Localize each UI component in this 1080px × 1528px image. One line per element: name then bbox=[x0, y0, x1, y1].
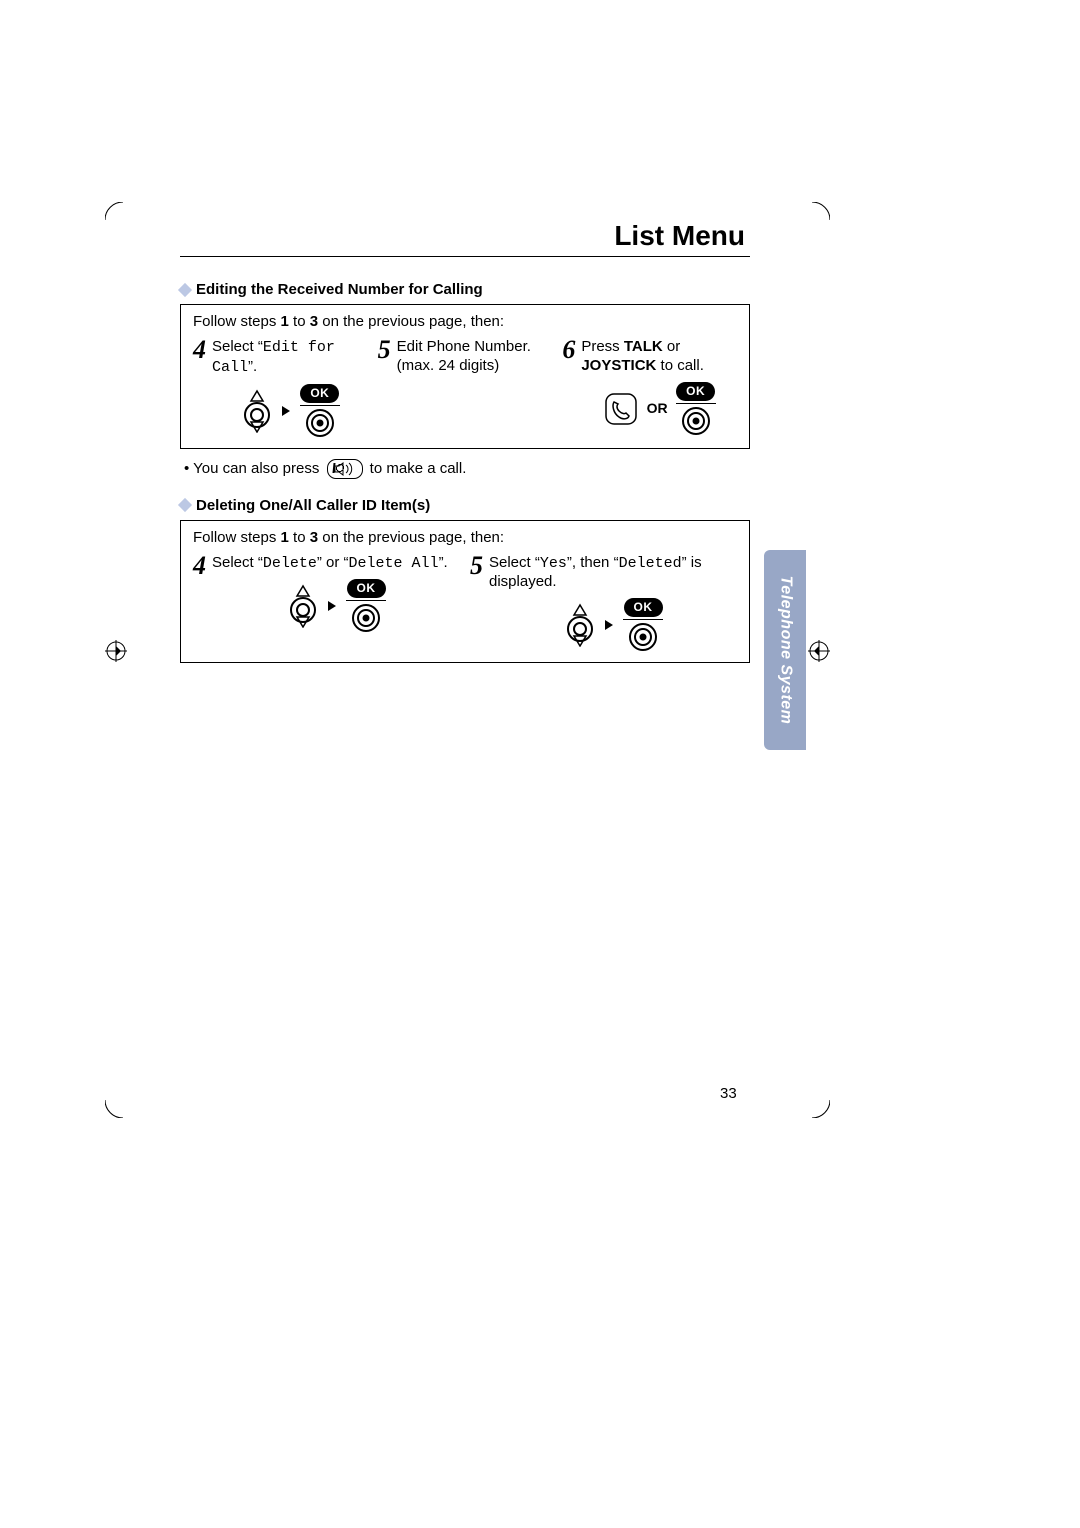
registration-mark-right bbox=[808, 640, 830, 662]
note-line: • You can also press to make a call. bbox=[184, 459, 750, 479]
s2-step4-icons: OK bbox=[212, 579, 460, 633]
step-number: 4 bbox=[193, 554, 206, 653]
step-number: 4 bbox=[193, 338, 206, 438]
section2-box: Follow steps 1 to 3 on the previous page… bbox=[180, 520, 750, 664]
s2-step4: 4 Select “Delete” or “Delete All”. OK bbox=[193, 554, 460, 653]
target-icon bbox=[681, 406, 711, 436]
s1-step4-icons: OK bbox=[212, 384, 368, 438]
ok-button-icon: OK bbox=[346, 579, 386, 633]
crop-mark-bl bbox=[105, 1096, 127, 1118]
target-icon bbox=[305, 408, 335, 438]
joystick-icon bbox=[286, 584, 320, 628]
target-icon bbox=[351, 603, 381, 633]
crop-mark-tr bbox=[808, 202, 830, 224]
page-number: 33 bbox=[720, 1085, 737, 1102]
section2-steps: 4 Select “Delete” or “Delete All”. OK bbox=[193, 554, 737, 653]
diamond-icon bbox=[178, 498, 192, 512]
joystick-icon bbox=[240, 389, 274, 433]
speakerphone-icon bbox=[327, 459, 363, 479]
section1-box: Follow steps 1 to 3 on the previous page… bbox=[180, 304, 750, 449]
title-rule bbox=[180, 256, 750, 257]
s2-step5-icons: OK bbox=[489, 598, 737, 652]
step-number: 5 bbox=[470, 554, 483, 653]
s1-step4: 4 Select “Edit for Call”. OK bbox=[193, 338, 368, 438]
step-body: Select “Delete” or “Delete All”. OK bbox=[212, 554, 460, 653]
crop-mark-br bbox=[808, 1096, 830, 1118]
section1-heading-text: Editing the Received Number for Calling bbox=[196, 281, 483, 298]
side-tab-label: Telephone System bbox=[776, 576, 794, 725]
arrow-icon bbox=[605, 620, 615, 630]
talk-handset-icon bbox=[603, 391, 639, 427]
registration-mark-left bbox=[105, 640, 127, 662]
step-body: Press TALK or JOYSTICK to call. OR OK bbox=[581, 338, 737, 438]
ok-button-icon: OK bbox=[676, 382, 716, 436]
s1-step6: 6 Press TALK or JOYSTICK to call. OR OK bbox=[562, 338, 737, 438]
step-body: Select “Yes”, then “Deleted” is displaye… bbox=[489, 554, 737, 653]
step-number: 5 bbox=[378, 338, 391, 438]
section2-follow: Follow steps 1 to 3 on the previous page… bbox=[193, 529, 737, 546]
page-title: List Menu bbox=[180, 220, 750, 252]
section2-heading: Deleting One/All Caller ID Item(s) bbox=[180, 497, 750, 514]
arrow-icon bbox=[282, 406, 292, 416]
side-tab: Telephone System bbox=[764, 550, 806, 750]
arrow-icon bbox=[328, 601, 338, 611]
joystick-icon bbox=[563, 603, 597, 647]
ok-button-icon: OK bbox=[623, 598, 663, 652]
step-body: Edit Phone Number. (max. 24 digits) bbox=[397, 338, 553, 438]
section2-heading-text: Deleting One/All Caller ID Item(s) bbox=[196, 497, 430, 514]
s1-step5: 5 Edit Phone Number. (max. 24 digits) bbox=[378, 338, 553, 438]
section1-heading: Editing the Received Number for Calling bbox=[180, 281, 750, 298]
step-body: Select “Edit for Call”. OK bbox=[212, 338, 368, 438]
section1-follow: Follow steps 1 to 3 on the previous page… bbox=[193, 313, 737, 330]
s1-step6-icons: OR OK bbox=[581, 382, 737, 436]
page-content: List Menu Editing the Received Number fo… bbox=[180, 220, 750, 673]
step-number: 6 bbox=[562, 338, 575, 438]
crop-mark-tl bbox=[105, 202, 127, 224]
s2-step5: 5 Select “Yes”, then “Deleted” is displa… bbox=[470, 554, 737, 653]
ok-button-icon: OK bbox=[300, 384, 340, 438]
or-label: OR bbox=[647, 400, 668, 418]
diamond-icon bbox=[178, 282, 192, 296]
section1-steps: 4 Select “Edit for Call”. OK bbox=[193, 338, 737, 438]
target-icon bbox=[628, 622, 658, 652]
